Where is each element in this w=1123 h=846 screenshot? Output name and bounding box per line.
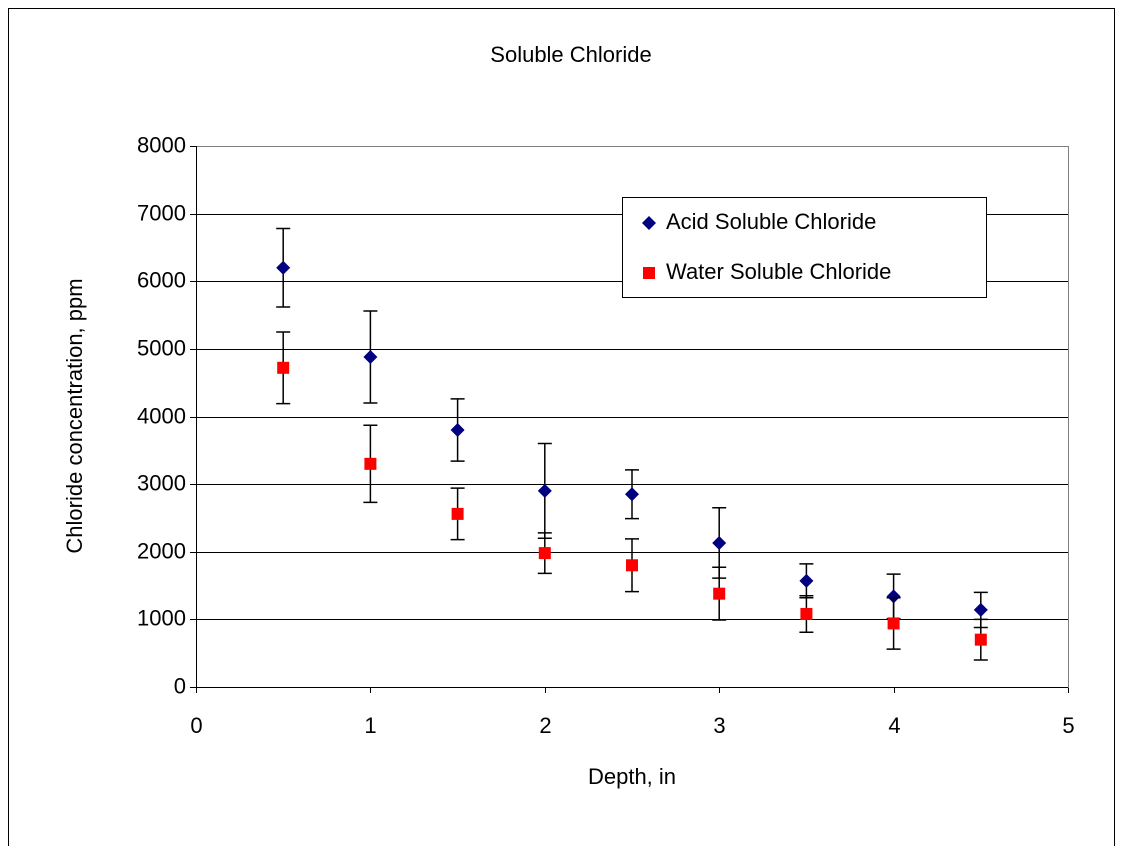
y-tick-label: 6000 <box>137 267 186 292</box>
square-marker <box>538 547 551 560</box>
diamond-marker <box>363 349 378 364</box>
square-marker <box>974 633 987 646</box>
y-tick-label: 8000 <box>137 132 186 157</box>
y-tick-label: 3000 <box>137 470 186 495</box>
square-marker <box>887 617 900 630</box>
diamond-marker <box>450 423 465 438</box>
legend-box <box>622 197 987 298</box>
x-tick-label: 4 <box>888 713 900 738</box>
chart-title: Soluble Chloride <box>490 42 651 67</box>
diamond-marker <box>276 260 291 275</box>
y-tick-label: 4000 <box>137 403 186 428</box>
square-marker <box>451 507 464 520</box>
square-marker <box>364 457 377 470</box>
diamond-marker <box>799 573 814 588</box>
y-tick-label: 0 <box>174 673 186 698</box>
diamond-marker <box>625 487 639 502</box>
square-marker <box>277 361 290 374</box>
square-marker <box>800 607 813 620</box>
y-tick-label: 5000 <box>137 335 186 360</box>
diamond-marker <box>642 216 656 230</box>
x-tick-label: 1 <box>364 713 376 738</box>
square-marker <box>626 559 638 572</box>
x-tick-label: 0 <box>190 713 202 738</box>
x-tick-label: 5 <box>1062 713 1074 738</box>
y-axis-label: Chloride concentration, ppm <box>62 278 87 553</box>
legend-label: Water Soluble Chloride <box>666 259 891 284</box>
square-marker <box>643 267 655 279</box>
legend-label: Acid Soluble Chloride <box>666 209 876 234</box>
y-tick-label: 7000 <box>137 200 186 225</box>
chart-border <box>8 8 1115 846</box>
x-axis-label: Depth, in <box>588 764 676 789</box>
square-marker <box>713 587 726 600</box>
x-tick-label: 3 <box>713 713 725 738</box>
diamond-marker <box>712 535 727 550</box>
diamond-marker <box>973 602 988 617</box>
y-tick-label: 1000 <box>137 605 186 630</box>
y-tick-label: 2000 <box>137 538 186 563</box>
diamond-marker <box>537 483 552 498</box>
x-tick-label: 2 <box>539 713 551 738</box>
diamond-marker <box>886 589 901 604</box>
